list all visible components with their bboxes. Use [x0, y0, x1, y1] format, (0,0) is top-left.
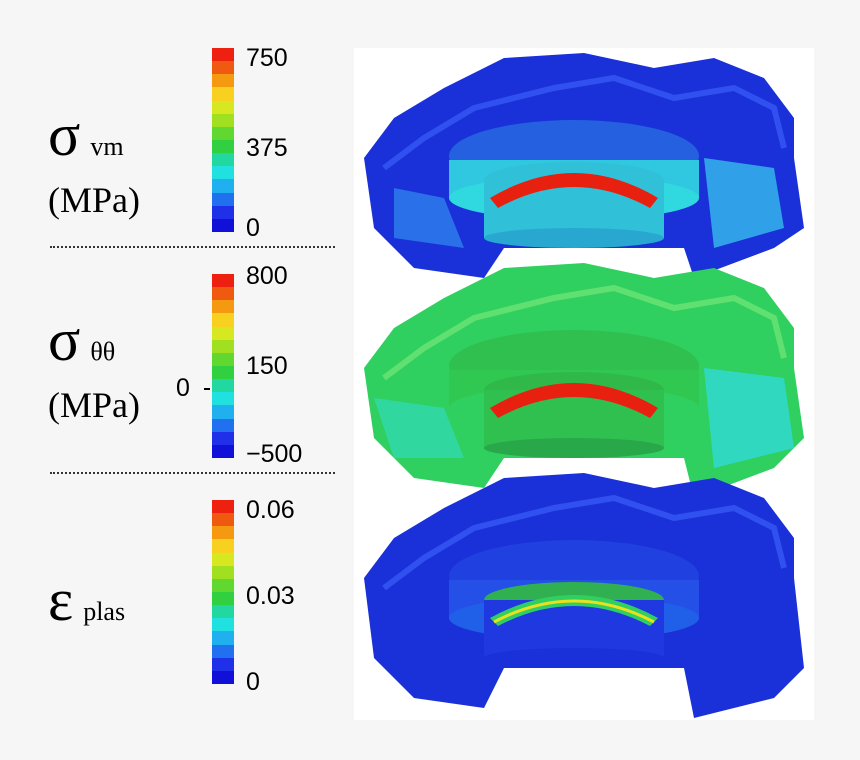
colorbar-swatch — [212, 539, 234, 553]
colorbar-swatch — [212, 113, 234, 127]
tick-mid: 150 — [246, 352, 288, 380]
colorbar-swatch — [212, 48, 234, 62]
colorbar-swatch — [212, 139, 234, 154]
colorbar-swatch — [212, 179, 234, 193]
colorbar-swatch — [212, 431, 234, 445]
colorbar-swatch — [212, 644, 234, 658]
tick-max: 0.06 — [246, 496, 295, 524]
colorbar-swatch — [212, 339, 234, 353]
tick-zero: 0 — [176, 374, 190, 402]
colorbar-swatch — [212, 74, 234, 88]
colorbar-swatch — [212, 153, 234, 167]
colorbar-swatch — [212, 352, 234, 366]
zero-tick-mark — [204, 388, 210, 390]
colorbar-swatch — [212, 405, 234, 419]
colorbar-swatch — [212, 526, 234, 540]
render-plastic-strain — [364, 473, 804, 718]
colorbar-swatch — [212, 591, 234, 606]
colorbar-swatch — [212, 418, 234, 432]
colorbar-swatch — [212, 365, 234, 380]
colorbar-plastic-strain — [212, 500, 234, 684]
colorbar-swatch — [212, 61, 234, 75]
dotted-divider — [50, 472, 335, 474]
tick-min: 0 — [246, 668, 260, 696]
colorbar-swatch — [212, 287, 234, 301]
colorbar-swatch — [212, 326, 234, 340]
tick-min: −500 — [246, 440, 303, 468]
tick-max: 800 — [246, 262, 288, 290]
colorbar-swatch — [212, 126, 234, 140]
sigma-symbol: σ — [48, 307, 81, 373]
colorbar-swatch — [212, 444, 234, 458]
colorbar-swatch — [212, 87, 234, 101]
colorbar-vm — [212, 48, 234, 232]
epsilon-symbol: ε — [48, 567, 74, 633]
colorbar-swatch — [212, 578, 234, 592]
colorbar-swatch — [212, 218, 234, 232]
render-hoop — [364, 263, 804, 498]
colorbar-swatch — [212, 313, 234, 327]
tick-min: 0 — [246, 214, 260, 242]
subscript-theta-theta: θθ — [90, 337, 116, 366]
colorbar-swatch — [212, 205, 234, 219]
unit-label: (MPa) — [48, 180, 140, 220]
colorbar-swatch — [212, 274, 234, 288]
colorbar-swatch — [212, 379, 234, 393]
unit-label: (MPa) — [48, 385, 140, 425]
tick-max: 750 — [246, 44, 288, 72]
colorbar-swatch — [212, 500, 234, 514]
colorbar-swatch — [212, 657, 234, 671]
colorbar-hoop — [212, 274, 234, 458]
tick-mid: 375 — [246, 134, 288, 162]
subscript-plas: plas — [83, 597, 126, 626]
sigma-symbol: σ — [48, 102, 81, 168]
colorbar-swatch — [212, 605, 234, 619]
colorbar-swatch — [212, 631, 234, 645]
render-vm — [364, 53, 804, 278]
panel-2-label: σ θθ (MPa) — [48, 310, 140, 426]
colorbar-swatch — [212, 392, 234, 406]
colorbar-swatch — [212, 100, 234, 114]
panel-3-label: ε plas — [48, 570, 125, 630]
colorbar-swatch — [212, 670, 234, 684]
colorbar-swatch — [212, 565, 234, 579]
colorbar-swatch — [212, 513, 234, 527]
dotted-divider — [50, 246, 335, 248]
colorbar-swatch — [212, 166, 234, 180]
colorbar-swatch — [212, 552, 234, 566]
colorbar-swatch — [212, 192, 234, 206]
panel-1-label: σ vm (MPa) — [48, 105, 140, 221]
colorbar-swatch — [212, 618, 234, 632]
tick-mid: 0.03 — [246, 582, 295, 610]
fem-renders — [364, 53, 804, 718]
subscript-vm: vm — [90, 132, 124, 161]
colorbar-swatch — [212, 300, 234, 314]
